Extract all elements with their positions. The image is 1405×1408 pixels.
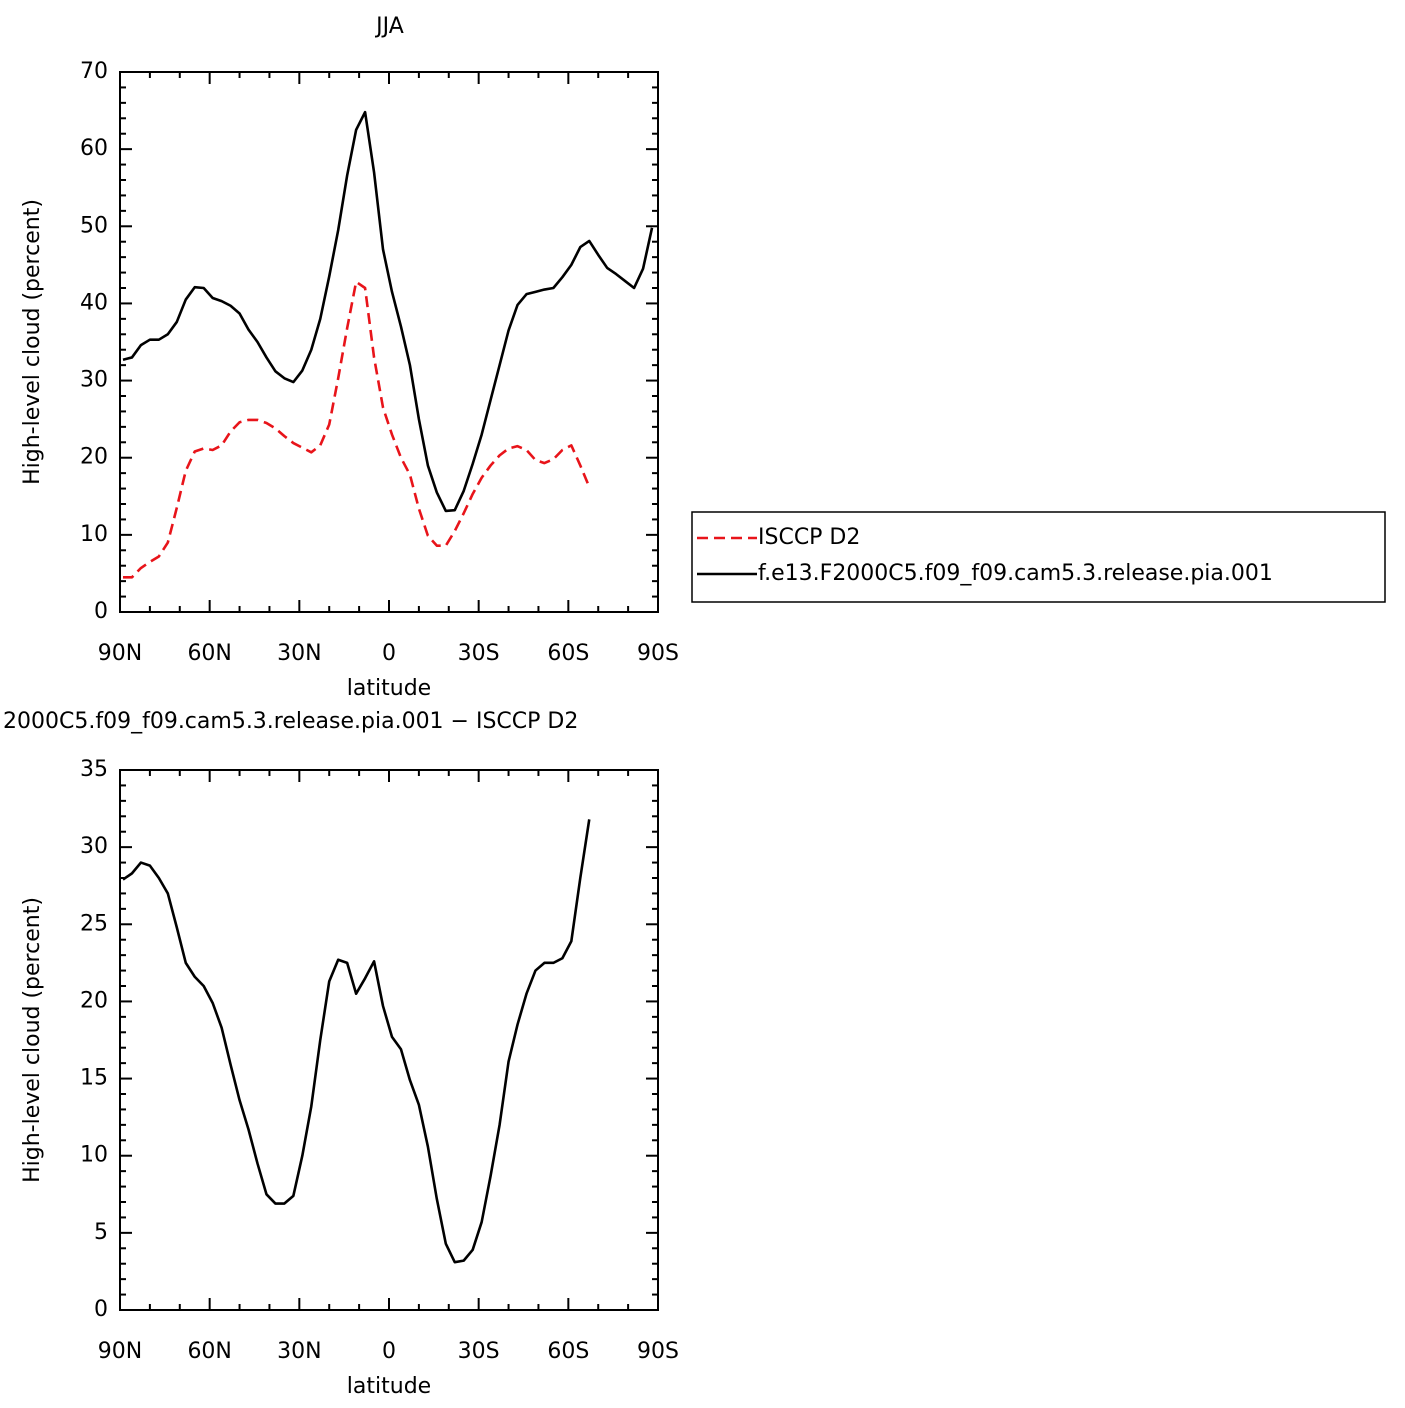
legend-box [691,511,1386,603]
y-tick-label: 35 [80,757,108,782]
y-tick-label: 40 [80,290,108,315]
y-tick-label: 30 [80,368,108,393]
y-tick-label: 60 [80,136,108,161]
y-tick-label: 0 [94,599,108,624]
x-tick-label: 30S [458,1339,500,1364]
plot-frame [119,71,659,613]
x-tick-label: 90S [637,1339,679,1364]
y-tick-label: 15 [80,1066,108,1091]
y-tick-label: 5 [94,1220,108,1245]
x-tick-label: 30N [277,641,321,666]
y-tick-label: 10 [80,1143,108,1168]
x-tick-label: 90S [637,641,679,666]
y-tick-label: 30 [80,834,108,859]
x-tick-label: 60S [547,641,589,666]
chart-title: 2000C5.f09_f09.cam5.3.release.pia.001 − … [3,709,578,734]
x-tick-label: 90N [98,641,142,666]
y-axis-label: High-level cloud (percent) [20,199,45,485]
legend-label: f.e13.F2000C5.f09_f09.cam5.3.release.pia… [758,561,1273,586]
chart-title: JJA [374,14,404,39]
x-tick-label: 0 [382,641,396,666]
plot-frame [119,769,659,1311]
x-tick-label: 90N [98,1339,142,1364]
x-axis-label: latitude [347,676,431,701]
x-axis-label: latitude [347,1374,431,1399]
y-tick-label: 0 [94,1297,108,1322]
x-tick-label: 60S [547,1339,589,1364]
x-tick-label: 0 [382,1339,396,1364]
x-tick-label: 60N [187,641,231,666]
y-axis-label: High-level cloud (percent) [20,897,45,1183]
x-tick-label: 30N [277,1339,321,1364]
series-line [122,110,654,513]
legend-label: ISCCP D2 [758,525,860,550]
x-tick-label: 30S [458,641,500,666]
legend: ISCCP D2 f.e13.F2000C5.f09_f09.cam5.3.rel… [691,511,1386,603]
y-tick-label: 25 [80,911,108,936]
series-line [122,819,591,1264]
y-tick-label: 10 [80,522,108,547]
y-tick-label: 20 [80,445,108,470]
y-tick-label: 70 [80,59,108,84]
y-tick-label: 50 [80,213,108,238]
series-line [122,280,591,579]
y-tick-label: 20 [80,988,108,1013]
x-tick-label: 60N [187,1339,231,1364]
